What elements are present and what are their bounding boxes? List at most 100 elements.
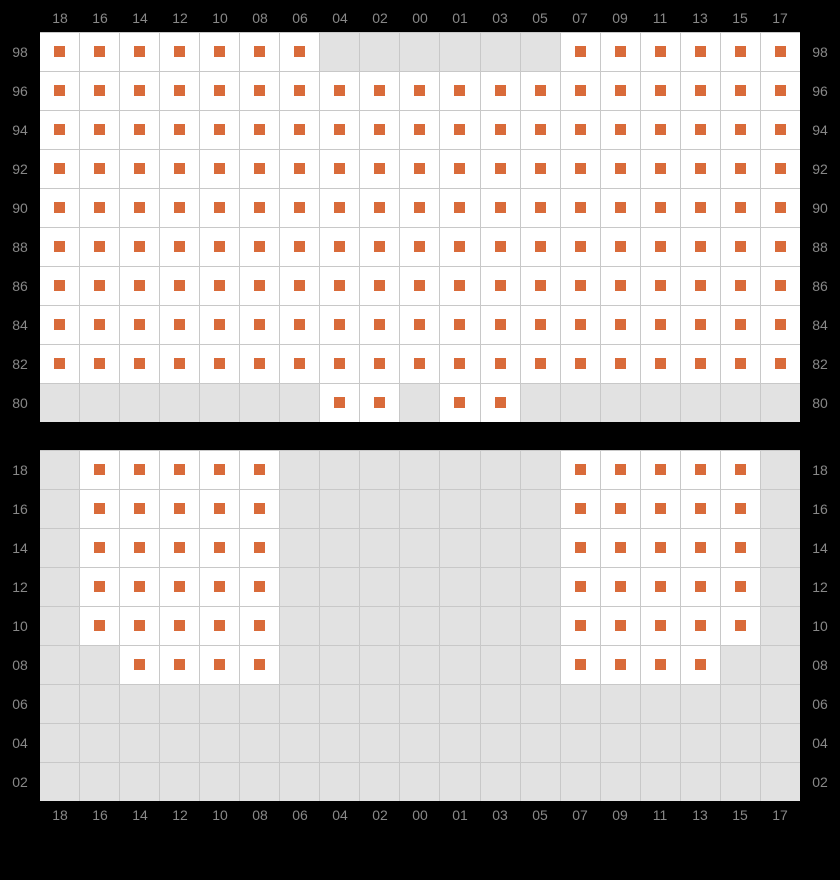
seat[interactable] [240, 150, 279, 188]
seat[interactable] [521, 228, 560, 266]
seat[interactable] [80, 306, 119, 344]
seat[interactable] [681, 568, 720, 606]
seat[interactable] [80, 189, 119, 227]
seat[interactable] [601, 568, 640, 606]
seat[interactable] [681, 189, 720, 227]
seat[interactable] [721, 33, 760, 71]
seat[interactable] [601, 228, 640, 266]
seat[interactable] [761, 345, 800, 383]
seat[interactable] [80, 228, 119, 266]
seat[interactable] [721, 345, 760, 383]
seat[interactable] [521, 189, 560, 227]
seat[interactable] [240, 189, 279, 227]
seat[interactable] [601, 607, 640, 645]
seat[interactable] [681, 607, 720, 645]
seat[interactable] [80, 490, 119, 528]
seat[interactable] [521, 111, 560, 149]
seat[interactable] [561, 267, 600, 305]
seat[interactable] [761, 306, 800, 344]
seat[interactable] [80, 111, 119, 149]
seat[interactable] [601, 72, 640, 110]
seat[interactable] [240, 111, 279, 149]
seat[interactable] [80, 150, 119, 188]
seat[interactable] [160, 150, 199, 188]
seat[interactable] [400, 345, 439, 383]
seat[interactable] [280, 345, 319, 383]
seat[interactable] [481, 111, 520, 149]
seat[interactable] [641, 568, 680, 606]
seat[interactable] [721, 189, 760, 227]
seat[interactable] [240, 33, 279, 71]
seat[interactable] [200, 267, 239, 305]
seat[interactable] [40, 228, 79, 266]
seat[interactable] [521, 306, 560, 344]
seat[interactable] [561, 451, 600, 489]
seat[interactable] [360, 150, 399, 188]
seat[interactable] [160, 33, 199, 71]
seat[interactable] [641, 150, 680, 188]
seat[interactable] [601, 451, 640, 489]
seat[interactable] [721, 306, 760, 344]
seat[interactable] [561, 529, 600, 567]
seat[interactable] [360, 267, 399, 305]
seat[interactable] [80, 345, 119, 383]
seat[interactable] [761, 33, 800, 71]
seat[interactable] [681, 33, 720, 71]
seat[interactable] [360, 384, 399, 422]
seat[interactable] [641, 345, 680, 383]
seat[interactable] [641, 529, 680, 567]
seat[interactable] [360, 189, 399, 227]
seat[interactable] [561, 607, 600, 645]
seat[interactable] [641, 607, 680, 645]
seat[interactable] [601, 646, 640, 684]
seat[interactable] [641, 111, 680, 149]
seat[interactable] [240, 568, 279, 606]
seat[interactable] [400, 189, 439, 227]
seat[interactable] [160, 646, 199, 684]
seat[interactable] [761, 72, 800, 110]
seat[interactable] [721, 111, 760, 149]
seat[interactable] [681, 267, 720, 305]
seat[interactable] [641, 451, 680, 489]
seat[interactable] [641, 490, 680, 528]
seat[interactable] [761, 189, 800, 227]
seat[interactable] [481, 306, 520, 344]
seat[interactable] [160, 189, 199, 227]
seat[interactable] [320, 267, 359, 305]
seat[interactable] [200, 306, 239, 344]
seat[interactable] [160, 345, 199, 383]
seat[interactable] [160, 607, 199, 645]
seat[interactable] [120, 228, 159, 266]
seat[interactable] [120, 529, 159, 567]
seat[interactable] [400, 111, 439, 149]
seat[interactable] [481, 189, 520, 227]
seat[interactable] [561, 72, 600, 110]
seat[interactable] [601, 111, 640, 149]
seat[interactable] [641, 306, 680, 344]
seat[interactable] [561, 111, 600, 149]
seat[interactable] [200, 111, 239, 149]
seat[interactable] [561, 345, 600, 383]
seat[interactable] [200, 189, 239, 227]
seat[interactable] [320, 111, 359, 149]
seat[interactable] [641, 72, 680, 110]
seat[interactable] [721, 451, 760, 489]
seat[interactable] [561, 228, 600, 266]
seat[interactable] [440, 228, 479, 266]
seat[interactable] [440, 189, 479, 227]
seat[interactable] [761, 267, 800, 305]
seat[interactable] [681, 228, 720, 266]
seat[interactable] [280, 150, 319, 188]
seat[interactable] [280, 72, 319, 110]
seat[interactable] [360, 228, 399, 266]
seat[interactable] [601, 306, 640, 344]
seat[interactable] [681, 345, 720, 383]
seat[interactable] [641, 228, 680, 266]
seat[interactable] [200, 345, 239, 383]
seat[interactable] [521, 150, 560, 188]
seat[interactable] [400, 72, 439, 110]
seat[interactable] [721, 529, 760, 567]
seat[interactable] [200, 72, 239, 110]
seat[interactable] [681, 451, 720, 489]
seat[interactable] [160, 267, 199, 305]
